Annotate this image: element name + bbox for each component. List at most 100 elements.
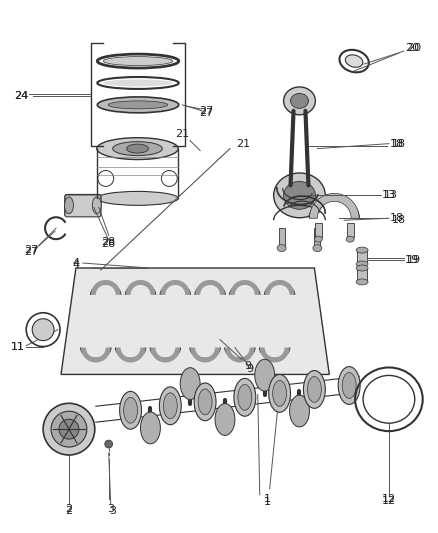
Text: 18: 18 (390, 139, 404, 149)
Ellipse shape (274, 173, 325, 218)
Text: 24: 24 (14, 91, 28, 101)
Ellipse shape (356, 279, 368, 285)
Text: 3: 3 (109, 506, 116, 516)
Ellipse shape (238, 384, 252, 410)
Ellipse shape (345, 55, 363, 67)
Text: 28: 28 (102, 237, 116, 247)
Text: 20: 20 (407, 43, 421, 53)
Ellipse shape (283, 181, 315, 209)
Ellipse shape (120, 391, 141, 429)
Ellipse shape (103, 79, 173, 86)
Ellipse shape (141, 412, 160, 444)
Bar (347, 223, 354, 237)
Polygon shape (61, 268, 329, 375)
Ellipse shape (194, 383, 216, 421)
Text: 9: 9 (246, 365, 253, 375)
Text: 21: 21 (236, 139, 250, 149)
Ellipse shape (313, 245, 322, 252)
Ellipse shape (198, 389, 212, 415)
Ellipse shape (103, 56, 173, 66)
Bar (357, 250, 367, 264)
Wedge shape (81, 348, 111, 362)
Ellipse shape (338, 367, 360, 405)
Text: 4: 4 (72, 260, 79, 270)
Text: 18: 18 (392, 215, 406, 225)
Text: 21: 21 (175, 128, 189, 139)
Wedge shape (126, 280, 155, 295)
Text: 19: 19 (405, 255, 419, 265)
Text: 1: 1 (264, 497, 271, 507)
Ellipse shape (127, 144, 148, 153)
Text: 27: 27 (199, 108, 213, 118)
Ellipse shape (304, 370, 325, 408)
Ellipse shape (108, 101, 168, 109)
Ellipse shape (43, 403, 95, 455)
Text: 3: 3 (107, 504, 114, 514)
Text: 19: 19 (407, 255, 421, 265)
Bar (357, 268, 367, 282)
Text: 18: 18 (390, 213, 404, 223)
Ellipse shape (124, 398, 138, 423)
Text: 18: 18 (392, 139, 406, 149)
Bar (314, 228, 320, 246)
Ellipse shape (356, 247, 368, 253)
Ellipse shape (163, 393, 177, 419)
Wedge shape (230, 280, 260, 295)
Ellipse shape (290, 93, 308, 108)
Ellipse shape (234, 378, 256, 416)
Text: 2: 2 (65, 504, 73, 514)
Wedge shape (190, 348, 220, 362)
Ellipse shape (307, 376, 321, 402)
Text: 1: 1 (264, 494, 271, 504)
Wedge shape (116, 348, 145, 362)
Ellipse shape (215, 403, 235, 435)
Ellipse shape (92, 197, 101, 214)
Bar (315, 223, 322, 237)
Wedge shape (260, 348, 290, 362)
Text: 9: 9 (244, 361, 251, 372)
FancyBboxPatch shape (65, 195, 101, 216)
Wedge shape (265, 280, 294, 295)
Wedge shape (309, 193, 359, 218)
Ellipse shape (356, 261, 368, 267)
Ellipse shape (161, 171, 177, 187)
Wedge shape (195, 280, 225, 295)
Ellipse shape (283, 87, 315, 115)
Ellipse shape (356, 265, 368, 271)
Text: 27: 27 (24, 245, 38, 255)
Ellipse shape (268, 375, 290, 413)
Ellipse shape (59, 419, 79, 439)
FancyBboxPatch shape (65, 195, 101, 216)
Bar (279, 228, 285, 246)
Ellipse shape (290, 395, 309, 427)
Text: 11: 11 (11, 342, 25, 352)
Wedge shape (150, 348, 180, 362)
Ellipse shape (98, 171, 114, 187)
Ellipse shape (342, 373, 356, 399)
Wedge shape (160, 280, 190, 295)
Ellipse shape (273, 381, 286, 406)
Ellipse shape (97, 138, 178, 159)
Ellipse shape (346, 236, 354, 242)
Text: 27: 27 (24, 247, 38, 257)
Wedge shape (91, 280, 120, 295)
Text: 27: 27 (199, 106, 213, 116)
Ellipse shape (180, 368, 200, 400)
Ellipse shape (277, 245, 286, 252)
Ellipse shape (159, 387, 181, 425)
Wedge shape (225, 348, 255, 362)
Ellipse shape (97, 191, 178, 205)
Text: 24: 24 (14, 91, 28, 101)
Circle shape (105, 440, 113, 448)
Text: 12: 12 (382, 496, 396, 506)
Ellipse shape (113, 142, 162, 156)
Ellipse shape (314, 236, 322, 242)
Text: 13: 13 (382, 190, 396, 200)
Text: 20: 20 (405, 43, 419, 53)
Ellipse shape (255, 359, 275, 391)
Ellipse shape (51, 411, 87, 447)
Text: 28: 28 (102, 239, 116, 249)
Text: 11: 11 (11, 342, 25, 352)
Ellipse shape (64, 197, 74, 214)
Text: 4: 4 (72, 258, 79, 268)
